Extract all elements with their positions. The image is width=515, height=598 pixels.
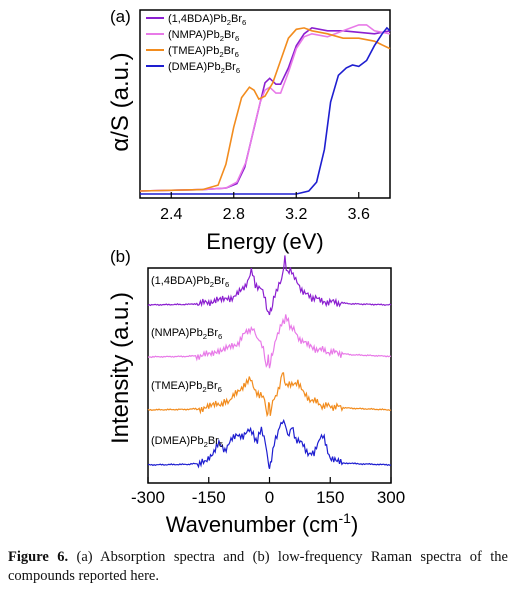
panel-b-xlabel-sup: -1 bbox=[339, 510, 352, 526]
series-line-dmea-pb2br6 bbox=[147, 418, 392, 469]
legend-label-nmpa-pb2br6: (NMPA)Pb2Br6 bbox=[168, 29, 239, 43]
legend-label-tmea-pb2br6: (TMEA)Pb2Br6 bbox=[168, 45, 239, 59]
series-line-dmea-pb2br6 bbox=[140, 26, 391, 195]
x-tick-label: 2.8 bbox=[223, 206, 245, 223]
caption-label: Figure 6. bbox=[8, 549, 69, 565]
legend-label-1-4bda-pb2br6: (1,4BDA)Pb2Br6 bbox=[168, 13, 246, 27]
series-line-nmpa-pb2br6 bbox=[147, 314, 392, 369]
legend-label-dmea-pb2br6: (DMEA)Pb2Br6 bbox=[168, 61, 240, 75]
panel-a-legend: (1,4BDA)Pb2Br6 (NMPA)Pb2Br6 (TMEA)Pb2Br6 (D… bbox=[146, 13, 246, 75]
panel-b-x-ticks: -300 -150 0 150 300 bbox=[131, 477, 405, 507]
panel-b: (b) Intensity (a.u.) -300 -150 0 150 300 (1,… bbox=[107, 247, 405, 537]
panel-a-ylabel: α/S (a.u.) bbox=[107, 52, 134, 151]
panel-a-x-ticks: 2.4 2.8 3.2 3.6 bbox=[160, 192, 370, 223]
x-tick-label: -150 bbox=[192, 488, 226, 507]
panel-a: (a) α/S (a.u.) 2.4 2.8 3.2 3.6 (1,4BDA)Pb2B… bbox=[107, 7, 391, 254]
x-tick-label: 2.4 bbox=[160, 206, 182, 223]
panel-a-series-group bbox=[139, 24, 391, 195]
panel-b-xlabel-close: ) bbox=[351, 512, 358, 537]
series-line-tmea-pb2br6 bbox=[147, 372, 392, 418]
panel-b-series-group bbox=[147, 255, 392, 469]
figure: (a) α/S (a.u.) 2.4 2.8 3.2 3.6 (1,4BDA)Pb2B… bbox=[107, 7, 405, 537]
x-tick-label: 150 bbox=[316, 488, 344, 507]
panel-b-ylabel: Intensity (a.u.) bbox=[107, 292, 134, 444]
x-tick-label: 3.6 bbox=[348, 206, 370, 223]
series-label-dmea-pb2br6: (DMEA)Pb2Br6 bbox=[151, 435, 223, 449]
x-tick-label: 3.2 bbox=[285, 206, 307, 223]
panel-a-plot-frame bbox=[139, 9, 391, 199]
series-line-1-4bda-pb2br6 bbox=[147, 255, 392, 316]
panel-a-xlabel: Energy (eV) bbox=[206, 229, 323, 254]
figure-caption: Figure 6. (a) Absorption spectra and (b)… bbox=[8, 548, 508, 586]
panel-b-plot-frame bbox=[147, 267, 392, 484]
series-line-nmpa-pb2br6 bbox=[139, 24, 391, 192]
x-tick-label: 300 bbox=[377, 488, 405, 507]
series-label-1-4bda-pb2br6: (1,4BDA)Pb2Br6 bbox=[151, 275, 229, 289]
panel-b-xlabel-main: Wavenumber (cm bbox=[166, 512, 339, 537]
x-tick-label: -300 bbox=[131, 488, 165, 507]
series-label-tmea-pb2br6: (TMEA)Pb2Br6 bbox=[151, 380, 222, 394]
caption-text: (a) Absorption spectra and (b) low-frequ… bbox=[8, 549, 508, 584]
series-label-nmpa-pb2br6: (NMPA)Pb2Br6 bbox=[151, 327, 222, 341]
series-line-tmea-pb2br6 bbox=[139, 27, 391, 192]
panel-a-label: (a) bbox=[110, 7, 131, 26]
panel-b-xlabel: Wavenumber (cm-1) bbox=[166, 510, 359, 537]
panel-b-series-labels: (1,4BDA)Pb2Br6 (NMPA)Pb2Br6 (TMEA)Pb2Br6 (D… bbox=[151, 275, 229, 449]
panel-b-label: (b) bbox=[110, 247, 131, 266]
x-tick-label: 0 bbox=[265, 488, 274, 507]
